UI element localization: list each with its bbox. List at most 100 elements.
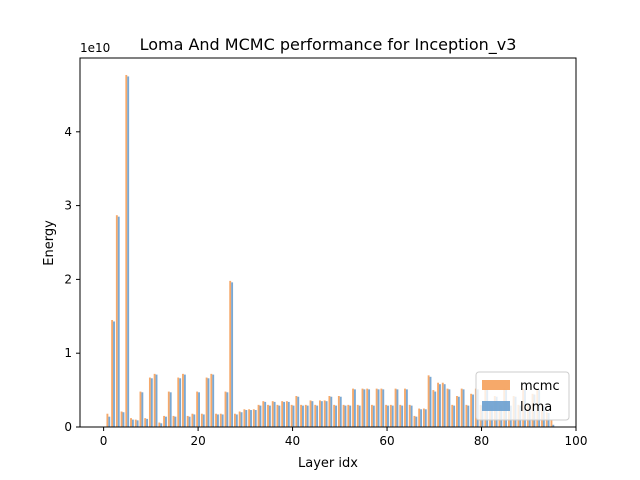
bar-loma (401, 405, 404, 427)
bar-loma (235, 414, 238, 427)
bar-mcmc (158, 422, 161, 427)
legend: mcmc loma (475, 371, 570, 421)
bar-loma (297, 396, 300, 427)
x-tick-label: 100 (565, 434, 588, 448)
bar-loma (146, 418, 149, 427)
bar-mcmc (465, 404, 468, 427)
bar-loma (221, 414, 224, 427)
y-tick-label: 1 (64, 346, 72, 360)
bar-mcmc (394, 388, 397, 427)
bar-mcmc (432, 390, 435, 427)
bar-mcmc (300, 404, 303, 427)
bar-mcmc (196, 391, 199, 427)
bar-loma (349, 405, 352, 427)
bar-mcmc (380, 388, 383, 427)
bar-loma (131, 419, 134, 427)
bar-mcmc (210, 373, 213, 427)
bar-loma (410, 405, 413, 427)
bar-mcmc (144, 418, 147, 427)
bar-mcmc (172, 415, 175, 427)
y-axis-label: Energy (42, 220, 57, 266)
x-axis-label: Layer idx (298, 456, 358, 471)
bar-loma (127, 76, 130, 427)
bar-mcmc (328, 396, 331, 427)
bar-loma (207, 378, 210, 427)
x-tick-label: 40 (285, 434, 300, 448)
bar-loma (552, 424, 555, 427)
bar-loma (259, 405, 262, 427)
y-offset-label: 1e10 (80, 41, 110, 55)
bar-loma (202, 414, 205, 427)
y-tick-label: 2 (64, 272, 72, 286)
bar-loma (344, 405, 347, 427)
bar-loma (240, 412, 243, 427)
bar-loma (226, 392, 229, 427)
bar-mcmc (309, 400, 312, 427)
bar-loma (155, 374, 158, 427)
bar-mcmc (233, 413, 236, 427)
bar-loma (353, 389, 356, 427)
bar-mcmc (441, 382, 444, 427)
bar-loma (462, 389, 465, 427)
bar-mcmc (276, 404, 279, 427)
bar-mcmc (290, 404, 293, 427)
bar-mcmc (262, 401, 265, 427)
bar-mcmc (314, 404, 317, 427)
bar-loma (254, 410, 257, 427)
bar-mcmc (295, 396, 298, 427)
bar-mcmc (115, 215, 118, 427)
bar-mcmc (352, 388, 354, 427)
bar-loma (424, 409, 427, 427)
bar-loma (198, 392, 200, 427)
bar-loma (320, 401, 323, 427)
bar-mcmc (281, 401, 284, 427)
bar-mcmc (347, 404, 350, 427)
bar-mcmc (139, 391, 142, 427)
bar-mcmc (385, 404, 388, 427)
x-axis-ticks: 0 20 40 60 80 100 (100, 427, 588, 448)
bar-mcmc (177, 377, 180, 427)
y-tick-label: 4 (64, 125, 72, 139)
bar-mcmc (257, 404, 260, 427)
bar-loma (443, 384, 446, 427)
bar-loma (108, 416, 111, 427)
bar-loma (382, 389, 385, 427)
bar-mcmc (399, 404, 402, 427)
bar-mcmc (422, 408, 425, 427)
bar-loma (231, 282, 234, 427)
bar-loma (193, 414, 196, 427)
bar-loma (467, 405, 470, 427)
bar-loma (415, 416, 418, 427)
bar-mcmc (418, 408, 421, 427)
bar-loma (264, 401, 267, 427)
bar-loma (429, 376, 432, 427)
bar-loma (283, 401, 286, 427)
bar-loma (245, 410, 248, 427)
legend-swatch-loma (482, 401, 510, 411)
bar-loma (250, 410, 252, 427)
bar-loma (391, 405, 394, 427)
bar-mcmc (167, 391, 170, 427)
bar-mcmc (200, 413, 203, 427)
y-tick-label: 3 (64, 199, 72, 213)
bar-mcmc (375, 388, 378, 427)
bar-mcmc (356, 404, 359, 427)
bar-loma (136, 420, 139, 427)
bar-loma (268, 405, 271, 427)
bar-mcmc (470, 393, 473, 427)
bar-loma (273, 401, 276, 427)
bar-loma (434, 391, 437, 427)
bar-mcmc (366, 388, 369, 427)
bar-mcmc (163, 415, 166, 427)
bar-loma (453, 405, 456, 427)
bar-mcmc (219, 413, 222, 427)
bar-mcmc (120, 411, 123, 427)
x-tick-label: 20 (190, 434, 205, 448)
bar-mcmc (182, 373, 184, 427)
bar-loma (439, 384, 441, 427)
bar-mcmc (404, 388, 406, 427)
bar-loma (420, 409, 423, 427)
bar-mcmc (446, 388, 449, 427)
bar-loma (457, 396, 460, 427)
